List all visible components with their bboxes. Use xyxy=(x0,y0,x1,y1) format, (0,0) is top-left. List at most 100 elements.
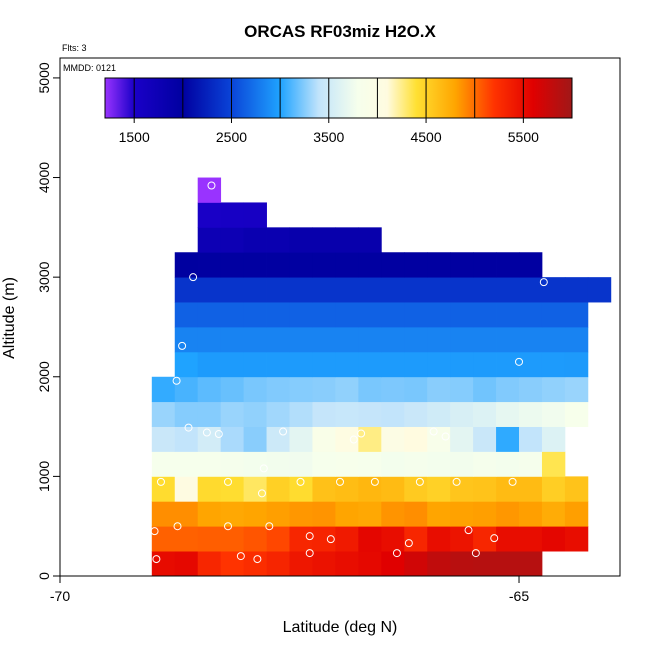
heatmap-cell xyxy=(220,202,245,228)
heatmap-cell xyxy=(197,202,222,228)
heatmap-cell xyxy=(450,451,474,477)
heatmap-cell xyxy=(519,376,543,403)
heatmap-cell xyxy=(220,326,245,353)
heatmap-cell xyxy=(174,277,199,303)
heatmap-cell xyxy=(220,252,245,278)
heatmap-cell xyxy=(174,401,199,427)
heatmap-cell xyxy=(450,526,474,552)
heatmap-cell xyxy=(335,277,359,303)
heatmap-cell xyxy=(174,376,199,403)
heatmap-cell xyxy=(220,302,245,328)
heatmap-cell xyxy=(473,501,497,527)
heatmap-cell xyxy=(151,451,176,477)
heatmap-cell xyxy=(335,376,359,403)
heatmap-cell xyxy=(427,376,451,403)
colorbar: 1500 2500 3500 4500 5500 xyxy=(104,77,573,145)
x-tick-label: -70 xyxy=(50,588,70,604)
heatmap-cell xyxy=(404,501,428,527)
colorbar-tick-label: 4500 xyxy=(410,129,441,145)
heatmap-cell xyxy=(358,476,382,502)
heatmap-cell xyxy=(220,401,245,427)
heatmap-cell xyxy=(312,376,336,403)
heatmap-cell xyxy=(335,426,359,452)
heatmap-cell xyxy=(243,376,267,403)
heatmap-cell xyxy=(312,451,336,477)
sample-point xyxy=(464,526,473,535)
heatmap-cell xyxy=(220,451,245,477)
heatmap-cell xyxy=(427,476,451,502)
sample-point xyxy=(178,341,187,350)
heatmap-cell xyxy=(312,351,336,378)
heatmap-cell xyxy=(358,551,382,577)
heatmap-cell xyxy=(289,501,313,527)
heatmap-cell xyxy=(450,376,474,403)
sample-point xyxy=(305,549,314,558)
heatmap-cell xyxy=(174,302,199,328)
heatmap-cell xyxy=(312,526,336,552)
sample-point xyxy=(508,477,517,486)
heatmap-cell xyxy=(541,326,566,353)
heatmap-cell xyxy=(243,302,267,328)
heatmap-cell xyxy=(174,526,199,552)
heatmap-cell xyxy=(243,426,267,452)
heatmap-cell xyxy=(312,501,336,527)
heatmap-cell xyxy=(197,451,222,477)
heatmap-cell xyxy=(541,501,566,527)
y-tick-label: 1000 xyxy=(36,461,52,492)
heatmap-cell xyxy=(220,426,245,452)
heatmap-cell xyxy=(496,326,520,353)
heatmap-cell xyxy=(358,302,382,328)
heatmap-cell xyxy=(404,252,428,278)
heatmap-cell xyxy=(266,252,290,278)
heatmap-cell xyxy=(289,326,313,353)
sample-point xyxy=(265,522,274,531)
heatmap-cell xyxy=(496,451,520,477)
heatmap-cell xyxy=(519,426,543,452)
colorbar-tick-label: 5500 xyxy=(508,129,539,145)
heatmap-cell xyxy=(197,376,222,403)
heatmap-cell xyxy=(289,551,313,577)
sample-point xyxy=(429,427,438,436)
heatmap-cell xyxy=(174,426,199,452)
heatmap-cell xyxy=(312,476,336,502)
heatmap-cell xyxy=(266,277,290,303)
heatmap-cell xyxy=(450,426,474,452)
colorbar-bar xyxy=(104,77,573,119)
heatmap-cell xyxy=(427,277,451,303)
heatmap-cell xyxy=(335,451,359,477)
sample-point xyxy=(452,477,461,486)
heatmap-cell xyxy=(312,401,336,427)
sample-point xyxy=(173,522,182,531)
date-label: MMDD: 0121 xyxy=(63,63,116,73)
heatmap-cell xyxy=(473,351,497,378)
heatmap-cell xyxy=(473,252,497,278)
heatmap-cell xyxy=(289,526,313,552)
heatmap-cell xyxy=(312,227,336,253)
heatmap-cell xyxy=(381,526,405,552)
heatmap-cell xyxy=(404,401,428,427)
heatmap-cell xyxy=(473,277,497,303)
heatmap-cell xyxy=(450,351,474,378)
heatmap-cell xyxy=(289,426,313,452)
heatmap-cell xyxy=(404,451,428,477)
x-axis-label: Latitude (deg N) xyxy=(283,619,398,636)
sample-point xyxy=(357,429,366,438)
heatmap-cell xyxy=(450,476,474,502)
heatmap-cell xyxy=(335,526,359,552)
heatmap-cell xyxy=(197,326,222,353)
heatmap-cell xyxy=(266,426,290,452)
heatmap-cell xyxy=(243,501,267,527)
sample-point xyxy=(349,435,358,444)
heatmap-cell xyxy=(266,501,290,527)
heatmap-cell xyxy=(358,277,382,303)
heatmap-cell xyxy=(220,376,245,403)
heatmap-cell xyxy=(427,526,451,552)
heatmap-cell xyxy=(519,526,543,552)
heatmap-cell xyxy=(243,351,267,378)
heatmap-cell xyxy=(473,526,497,552)
heatmap-cell xyxy=(151,551,176,577)
heatmap-cell xyxy=(197,476,222,502)
heatmap-cell xyxy=(404,476,428,502)
heatmap-cell xyxy=(427,351,451,378)
heatmap-cell xyxy=(266,551,290,577)
